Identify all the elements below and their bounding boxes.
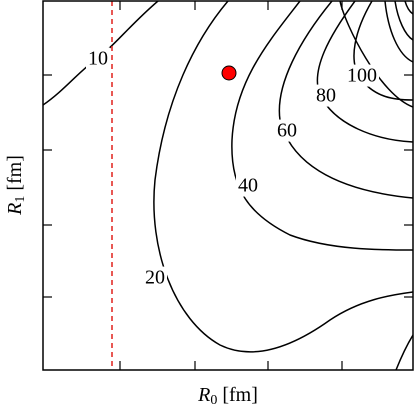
contour-label: 10	[88, 48, 108, 70]
contour-label: 60	[277, 120, 297, 142]
contour-line	[278, 1, 413, 199]
contour-label-bg	[86, 47, 110, 70]
contour-label: 100	[347, 65, 377, 87]
contour-label: 20	[145, 267, 165, 289]
y-axis-label: R1[fm]	[4, 155, 29, 216]
contour-labels: 10 20 40 60 80 100	[86, 47, 379, 289]
contour-line	[339, 1, 413, 108]
x-axis-label: R0 [fm]	[197, 384, 258, 409]
plot-frame	[42, 0, 414, 371]
ticks	[43, 1, 413, 370]
contour-line	[395, 334, 413, 370]
contour-label-bg	[275, 119, 299, 142]
plot-area: 10 20 40 60 80 100	[43, 1, 413, 370]
contour-line	[231, 1, 413, 251]
contour-label-bg	[143, 266, 167, 289]
contour-line	[153, 1, 413, 353]
contour-label: 80	[316, 85, 336, 107]
contour-label-bg	[345, 64, 379, 87]
contour-label-bg	[236, 174, 260, 197]
contour-label: 40	[238, 175, 258, 197]
marker-point	[221, 65, 237, 81]
contour-label-bg	[314, 84, 338, 107]
